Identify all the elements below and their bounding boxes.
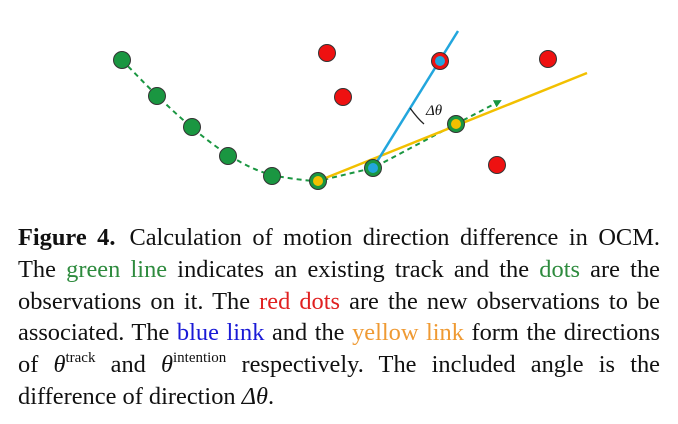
red-dots-term: red dots — [259, 287, 341, 315]
caption-text: and — [95, 351, 161, 379]
yellow-link-term: yellow link — [352, 319, 464, 347]
track-observation-dot — [219, 147, 237, 165]
blue-link-end-dot-center — [435, 56, 445, 66]
theta-symbol: θ — [161, 351, 173, 379]
caption-text: form the directions of — [18, 319, 660, 379]
new-observation-dot — [539, 50, 557, 68]
track-observation-dot — [263, 167, 281, 185]
figure-caption: Figure 4. Calculation of motion direction… — [18, 222, 660, 413]
theta-symbol: θ — [53, 351, 66, 379]
caption-text: are the observations on it. The — [18, 255, 660, 315]
caption-text: respectively. The included angle is the … — [18, 351, 660, 410]
dots-term: dots — [539, 255, 580, 283]
caption-text: Calculation of motion direction differen… — [18, 224, 660, 283]
caption-text: are the new observations to be associate… — [18, 287, 661, 347]
blue-link — [371, 30, 460, 169]
green-line-term: green line — [66, 255, 168, 283]
track-observation-dot — [183, 118, 201, 136]
new-observation-dot — [318, 44, 336, 62]
intention-superscript: intention — [172, 350, 227, 367]
angle-label: Δθ — [425, 103, 443, 119]
track-dashed-line — [121, 59, 502, 183]
caption-text: indicates an existing track and the — [167, 255, 540, 283]
new-observation-dot — [488, 156, 506, 174]
track-end-dot-yellow-center — [313, 176, 323, 186]
yellow-link-dot-center — [451, 119, 461, 129]
angle-arc — [409, 107, 425, 125]
new-observation-dot — [334, 88, 352, 106]
blue-link-start-dot-center — [368, 163, 378, 173]
track-observation-dot — [148, 87, 166, 105]
track-superscript: track — [65, 350, 96, 367]
caption-text: . — [268, 382, 275, 410]
caption-text: and the — [264, 319, 353, 347]
blue-link-term: blue link — [176, 319, 265, 347]
figure-label: Figure 4. — [18, 224, 116, 251]
ocm-diagram: Δθ — [113, 30, 588, 190]
track-observation-dot — [113, 51, 131, 69]
delta-theta-symbol: Δθ — [241, 382, 268, 410]
